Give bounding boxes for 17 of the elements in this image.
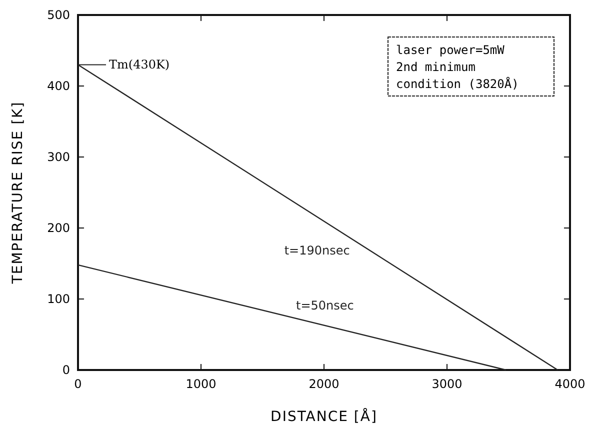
y-tick-label: 200 (47, 221, 70, 235)
annotation: Tm(430K) (109, 58, 170, 72)
x-tick-label: 2000 (308, 377, 340, 391)
y-tick-label: 300 (47, 150, 70, 164)
x-tick-label: 1000 (186, 377, 216, 391)
series-label: t=50nsec (296, 298, 354, 312)
y-tick-label: 100 (47, 292, 70, 306)
y-tick-label: 500 (47, 8, 70, 22)
y-tick-label: 400 (47, 79, 70, 93)
x-tick-label: 3000 (432, 377, 462, 391)
x-tick-label: 0 (74, 377, 82, 391)
x-tick-label: 4000 (554, 377, 586, 391)
x-axis-title: DISTANCE [Å] (270, 408, 378, 425)
y-axis-title: TEMPERATURE RISE [K] (10, 101, 26, 285)
y-tick-label: 0 (62, 363, 70, 377)
annotation: laser power=5mW 2nd minimum condition (3820Å) (396, 43, 519, 91)
series-label: t=190nsec (284, 244, 350, 258)
